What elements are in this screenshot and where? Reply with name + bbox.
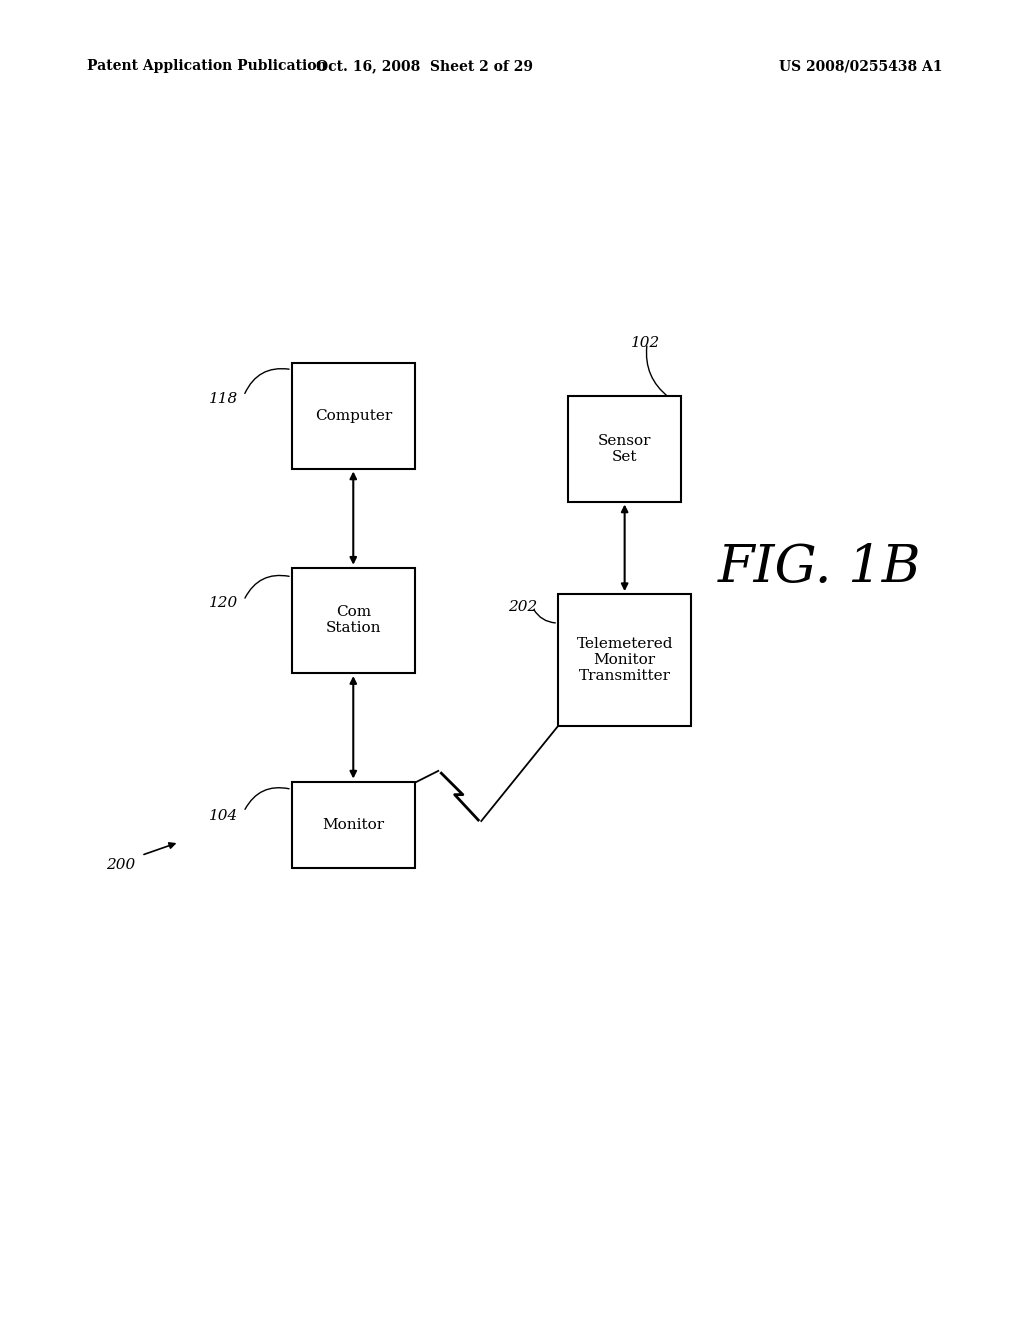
Bar <box>292 781 415 869</box>
Text: 200: 200 <box>106 858 135 871</box>
Text: Oct. 16, 2008  Sheet 2 of 29: Oct. 16, 2008 Sheet 2 of 29 <box>316 59 534 74</box>
Bar <box>292 363 415 469</box>
Bar <box>568 396 681 502</box>
Text: 202: 202 <box>508 601 537 614</box>
Text: 102: 102 <box>631 337 659 350</box>
Text: Sensor
Set: Sensor Set <box>598 434 651 463</box>
Text: FIG. 1B: FIG. 1B <box>718 543 921 593</box>
Text: Patent Application Publication: Patent Application Publication <box>87 59 327 74</box>
Text: Monitor: Monitor <box>323 818 384 832</box>
Text: Telemetered
Monitor
Transmitter: Telemetered Monitor Transmitter <box>577 636 673 684</box>
Text: Computer: Computer <box>314 409 392 422</box>
Bar <box>292 568 415 673</box>
Text: Com
Station: Com Station <box>326 606 381 635</box>
Text: US 2008/0255438 A1: US 2008/0255438 A1 <box>778 59 942 74</box>
Text: 120: 120 <box>209 597 238 610</box>
Text: 104: 104 <box>209 809 238 822</box>
Text: 118: 118 <box>209 392 238 405</box>
Bar <box>558 594 691 726</box>
